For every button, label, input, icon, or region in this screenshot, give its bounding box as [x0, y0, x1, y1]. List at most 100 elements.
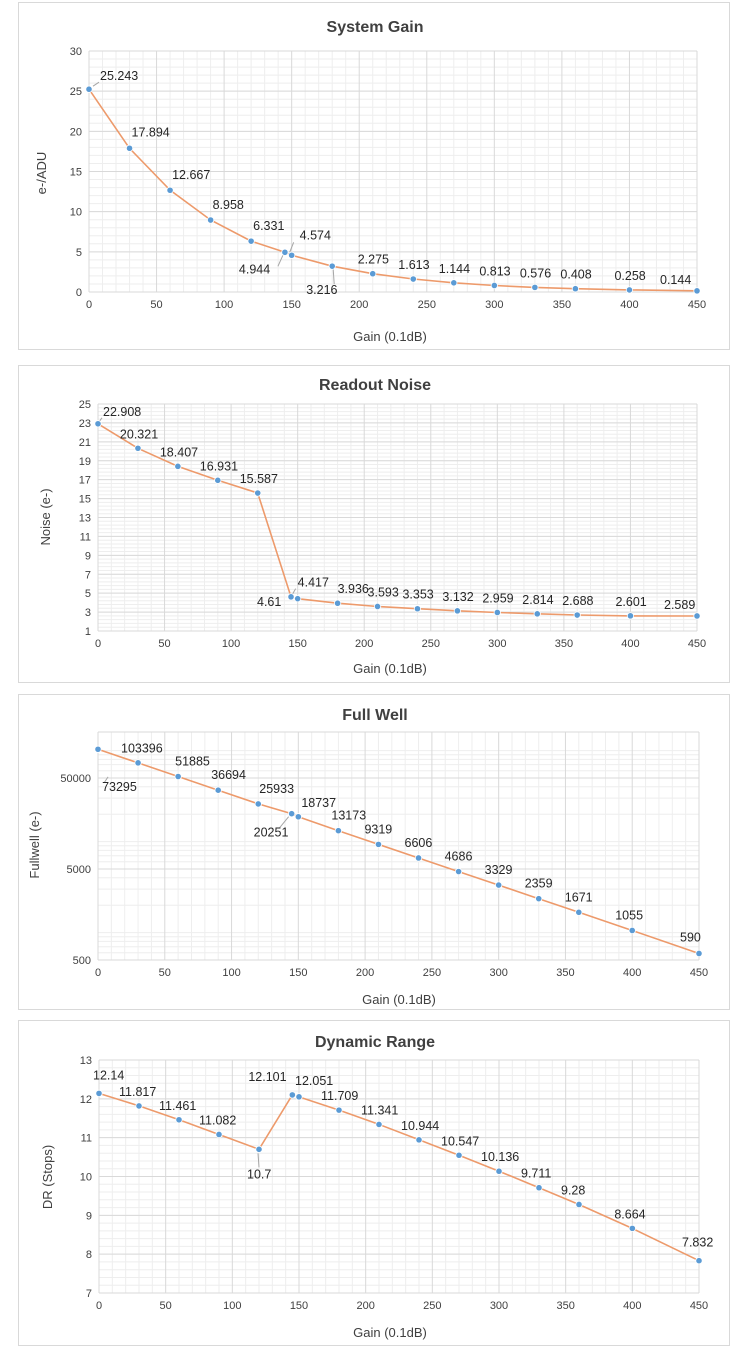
y-tick-label: 3	[85, 607, 91, 619]
data-point	[373, 602, 382, 611]
data-point	[94, 420, 102, 428]
chart-title: Readout Noise	[319, 377, 431, 394]
data-point	[328, 262, 336, 270]
label-leader-line	[257, 1153, 260, 1168]
data-point	[214, 476, 222, 484]
data-label: 4.61	[257, 595, 281, 609]
x-axis-title: Gain (0.1dB)	[362, 992, 436, 1007]
x-tick-label: 300	[489, 967, 507, 979]
y-tick-label: 5	[85, 588, 91, 600]
data-point	[294, 813, 302, 821]
data-label: 6606	[405, 836, 433, 850]
x-tick-label: 100	[223, 1300, 241, 1312]
x-axis-title: Gain (0.1dB)	[353, 661, 427, 676]
y-tick-label: 21	[79, 437, 91, 449]
y-tick-label: 1	[85, 626, 91, 638]
data-point	[334, 827, 342, 835]
data-point	[695, 1257, 703, 1265]
data-label: 1.613	[398, 258, 429, 272]
data-point	[134, 444, 142, 452]
data-label: 4.417	[298, 576, 329, 590]
x-tick-label: 400	[623, 1300, 641, 1312]
y-tick-label: 17	[79, 475, 91, 487]
x-tick-label: 100	[215, 299, 233, 311]
y-tick-label: 13	[80, 1055, 92, 1067]
data-label: 22.908	[103, 405, 141, 419]
y-tick-label: 15	[79, 494, 91, 506]
data-point	[255, 1145, 263, 1153]
data-label: 17.894	[132, 125, 170, 139]
data-point	[375, 1120, 383, 1129]
data-label: 3.353	[402, 588, 433, 602]
data-label: 0.408	[560, 268, 591, 282]
y-tick-label: 11	[81, 1133, 92, 1145]
x-tick-label: 0	[86, 299, 92, 311]
data-point	[135, 1102, 143, 1110]
data-label: 73295	[102, 780, 137, 794]
data-label: 3.593	[368, 585, 399, 599]
data-label: 13173	[331, 809, 366, 823]
grid	[88, 50, 698, 293]
data-label: 10.136	[481, 1150, 519, 1164]
x-tick-label: 150	[290, 1300, 308, 1312]
x-tick-label: 450	[688, 299, 706, 311]
data-label: 1.144	[439, 262, 470, 276]
data-point	[207, 216, 215, 224]
data-point	[495, 881, 503, 889]
data-point	[493, 608, 501, 617]
data-point	[374, 840, 383, 848]
x-tick-label: 0	[95, 967, 101, 979]
y-tick-label: 13	[79, 513, 91, 525]
data-label: 16.931	[200, 459, 238, 473]
data-label: 2.601	[615, 595, 646, 609]
y-axis-title: Fullwell (e-)	[27, 811, 42, 878]
data-point	[215, 1130, 223, 1139]
data-label: 0.144	[660, 273, 691, 287]
grid	[97, 403, 698, 632]
x-tick-label: 400	[620, 299, 638, 311]
x-tick-label: 400	[621, 638, 639, 650]
data-label: 103396	[121, 741, 163, 755]
y-tick-label: 9	[85, 550, 91, 562]
y-tick-label: 7	[85, 569, 91, 581]
chart-title: Full Well	[342, 707, 407, 724]
x-tick-label: 250	[423, 967, 441, 979]
label-leader-line	[277, 255, 284, 267]
label-leader-line	[92, 81, 100, 87]
data-label: 11.817	[119, 1085, 156, 1099]
data-point	[693, 287, 701, 295]
data-point	[174, 772, 182, 781]
data-label: 1055	[615, 908, 643, 922]
data-point	[571, 285, 580, 293]
x-tick-label: 50	[160, 1300, 172, 1312]
data-label: 2.589	[664, 598, 695, 612]
x-tick-label: 300	[485, 299, 503, 311]
x-axis-title: Gain (0.1dB)	[353, 1325, 427, 1340]
y-tick-label: 50000	[60, 773, 91, 785]
series-line	[98, 1092, 700, 1262]
y-tick-label: 23	[79, 418, 91, 430]
data-point	[533, 610, 541, 618]
data-point	[625, 286, 634, 294]
data-point	[695, 949, 703, 958]
data-point	[287, 593, 295, 601]
y-tick-label: 12	[80, 1094, 92, 1106]
data-point	[247, 237, 255, 245]
data-label: 3.132	[442, 590, 473, 604]
data-label: 36694	[211, 768, 246, 782]
y-tick-label: 5000	[67, 864, 91, 876]
data-label: 18737	[301, 796, 336, 810]
x-tick-label: 250	[422, 638, 440, 650]
data-point	[134, 759, 142, 767]
data-label: 7.832	[682, 1236, 713, 1250]
data-label: 2359	[525, 877, 553, 891]
data-point	[95, 1089, 103, 1097]
data-label: 10.7	[247, 1167, 271, 1181]
data-point	[409, 275, 417, 283]
data-label: 590	[680, 930, 701, 944]
y-tick-label: 0	[76, 287, 82, 299]
data-point	[575, 908, 583, 916]
x-tick-label: 50	[150, 299, 162, 311]
data-point	[455, 1151, 463, 1159]
dynamic-range-plot: Dynamic Range Gain (0.1dB) DR (Stops) 0 5…	[40, 1034, 713, 1340]
